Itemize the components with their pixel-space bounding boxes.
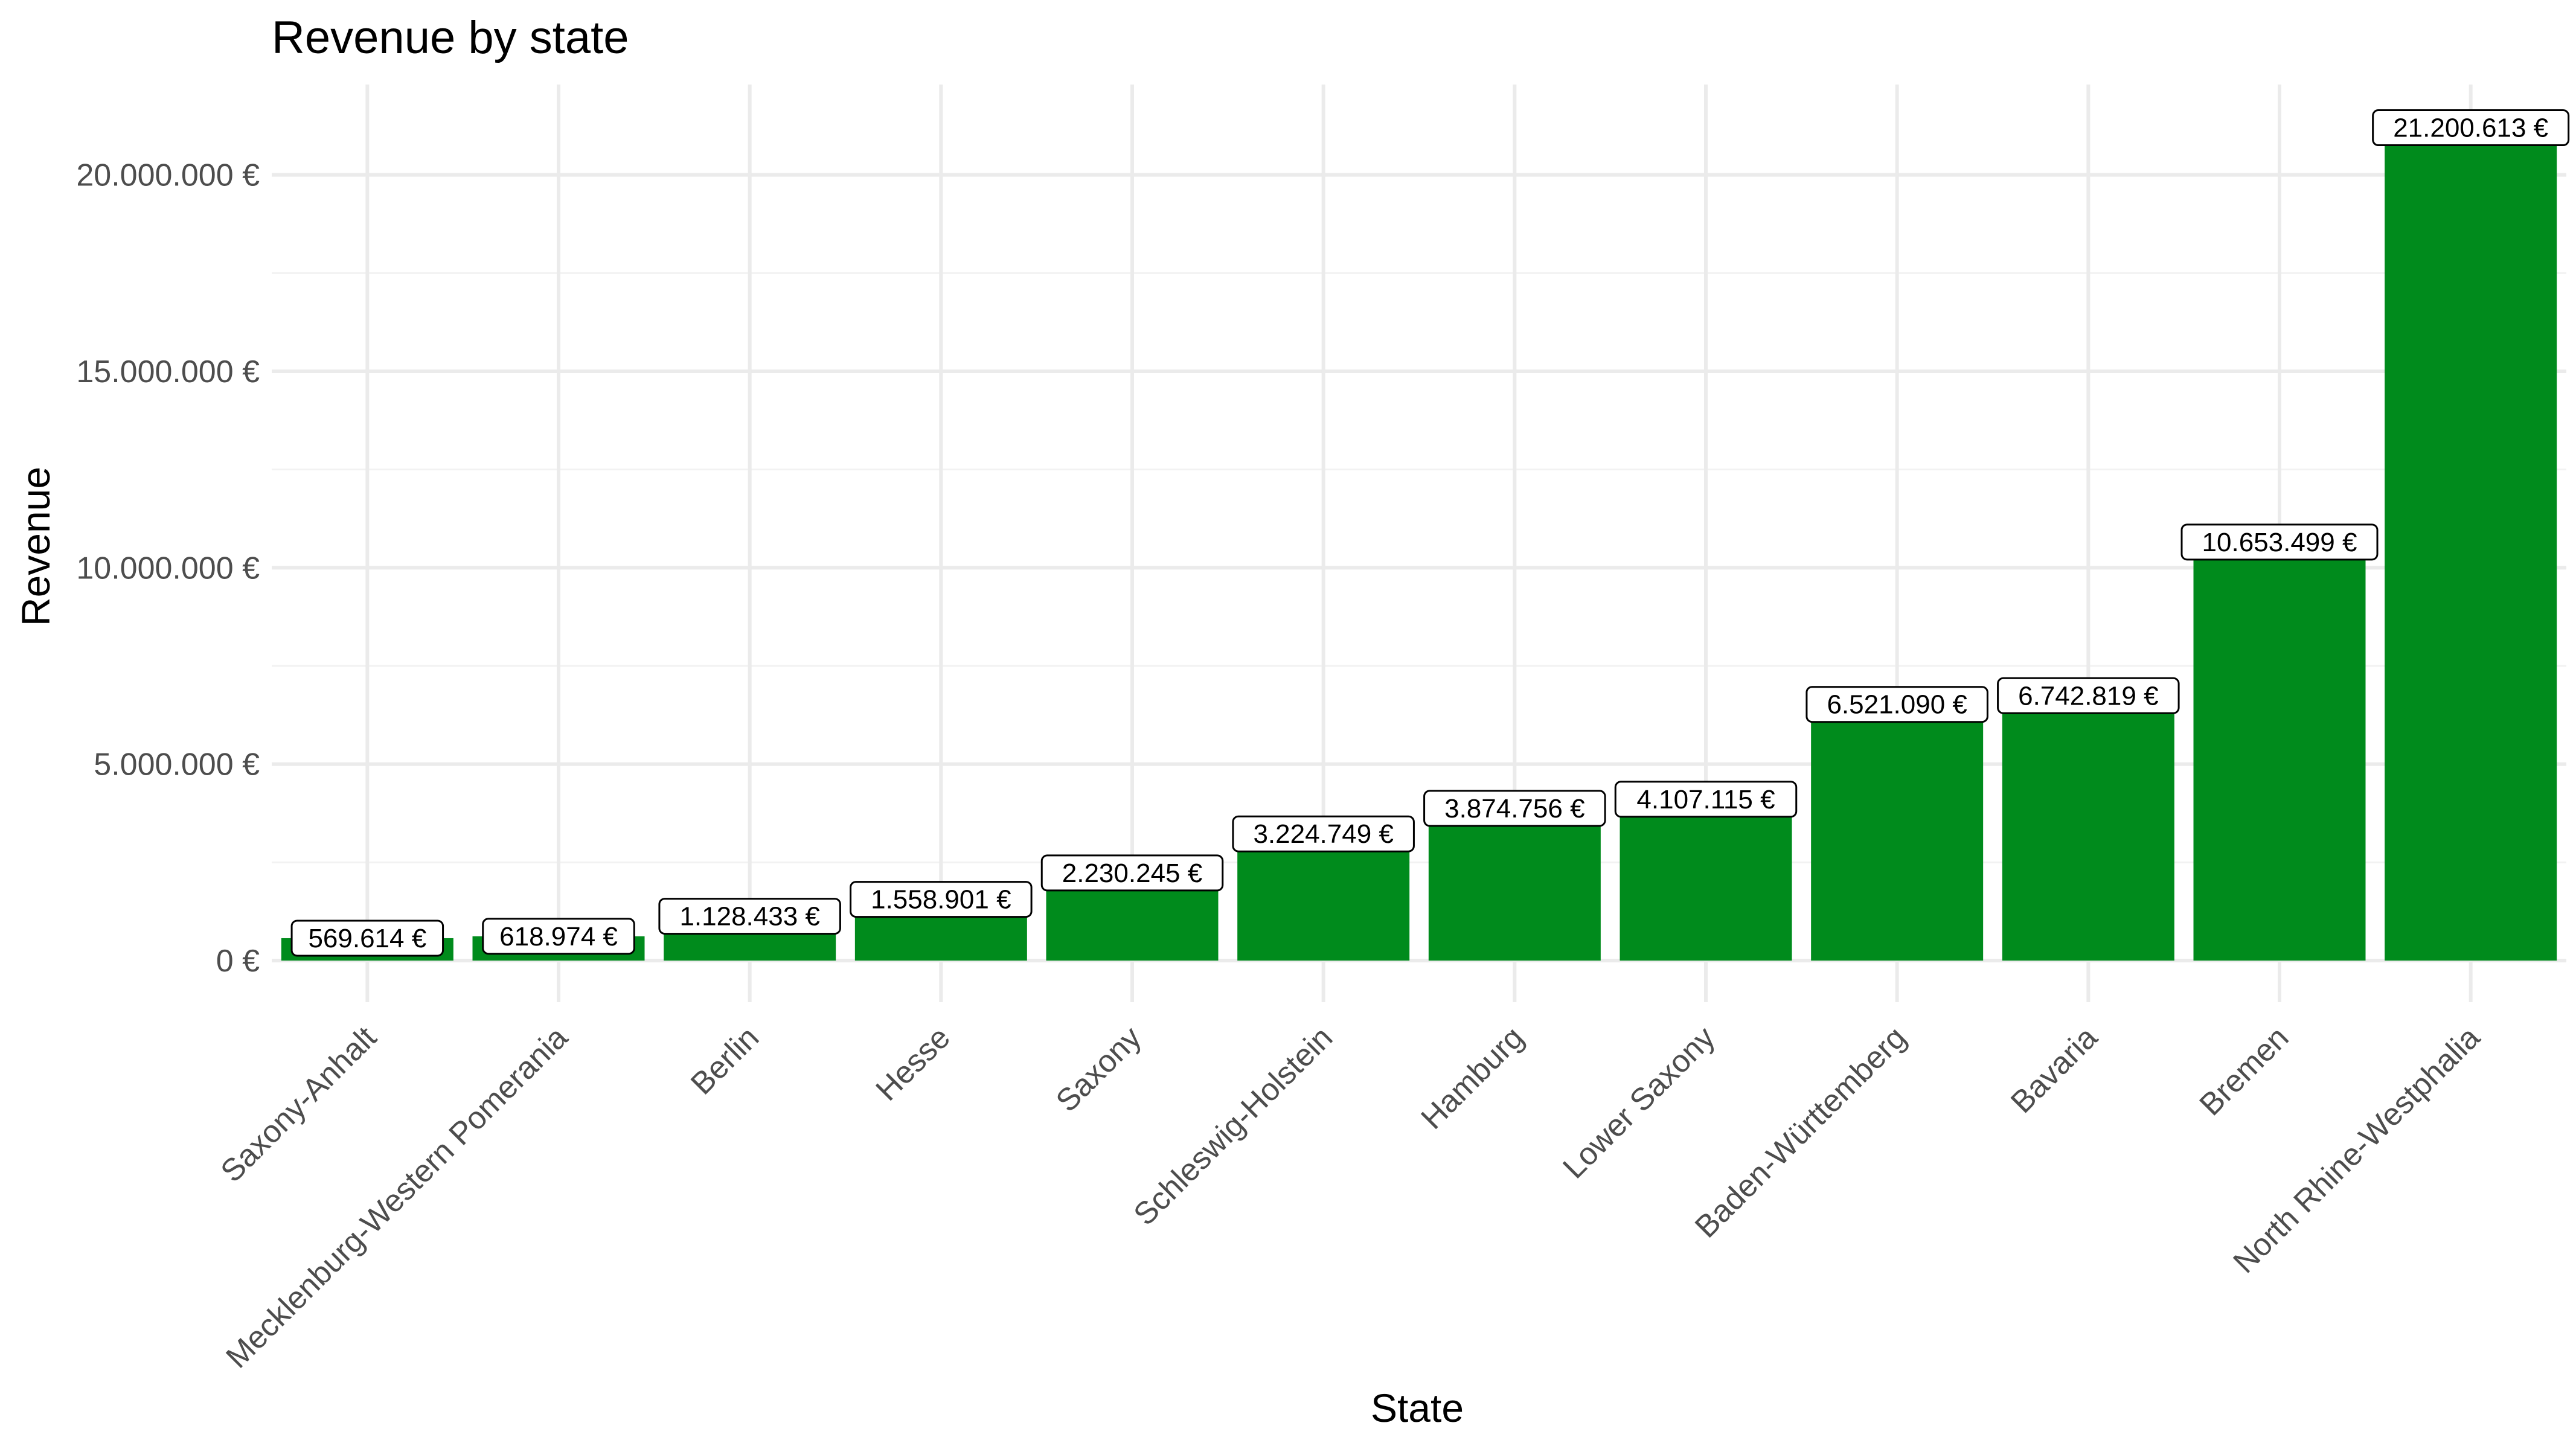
- bar: [1237, 834, 1410, 961]
- data-label: 2.230.245 €: [1040, 854, 1224, 892]
- y-axis-title: Revenue: [13, 467, 58, 626]
- data-label-text: 1.558.901 €: [871, 885, 1011, 915]
- data-label-box: [482, 918, 635, 955]
- data-label: 6.521.090 €: [1805, 686, 1988, 723]
- bars: [281, 127, 2557, 961]
- data-label-text: 6.742.819 €: [2018, 681, 2158, 711]
- data-label-text: 3.224.749 €: [1253, 819, 1393, 849]
- bar: [1811, 704, 1984, 961]
- bar: [1428, 808, 1601, 961]
- data-label-text: 3.874.756 €: [1444, 794, 1584, 824]
- y-tick-label: 5.000.000 €: [94, 747, 260, 782]
- data-label-text: 1.128.433 €: [679, 902, 819, 932]
- bar: [2193, 542, 2366, 961]
- data-label-text: 6.521.090 €: [1827, 690, 1967, 720]
- data-label-box: [1614, 781, 1798, 818]
- data-label-text: 618.974 €: [499, 922, 618, 951]
- y-tick-label: 15.000.000 €: [76, 354, 260, 389]
- data-label: 569.614 €: [290, 919, 444, 957]
- data-label: 6.742.819 €: [1997, 677, 2180, 714]
- data-label: 4.107.115 €: [1614, 781, 1798, 818]
- data-label-text: 4.107.115 €: [1636, 785, 1775, 814]
- data-label-box: [1423, 790, 1606, 827]
- chart-title: Revenue by state: [272, 12, 629, 63]
- data-label-box: [850, 881, 1033, 918]
- data-label-text: 21.200.613 €: [2393, 114, 2548, 143]
- bar: [2385, 127, 2557, 961]
- y-tick-label: 0 €: [216, 944, 260, 979]
- data-label-text: 10.653.499 €: [2202, 528, 2357, 557]
- data-label-box: [1805, 686, 1988, 723]
- data-label-text: 569.614 €: [308, 924, 426, 953]
- data-label-box: [1997, 677, 2180, 714]
- y-tick-label: 10.000.000 €: [76, 551, 260, 586]
- data-label-box: [2180, 523, 2379, 561]
- data-label-box: [1040, 854, 1224, 892]
- data-label: 3.224.749 €: [1232, 815, 1415, 852]
- data-label-text: 2.230.245 €: [1062, 859, 1202, 888]
- data-label: 618.974 €: [482, 918, 635, 955]
- x-axis-title: State: [1371, 1386, 1464, 1430]
- data-label-box: [290, 919, 444, 957]
- y-axis-ticks: 0 € 5.000.000 € 10.000.000 € 15.000.000 € 20…: [76, 158, 260, 979]
- y-tick-label: 20.000.000 €: [76, 158, 260, 193]
- bar: [1620, 799, 1792, 961]
- data-label: 3.874.756 €: [1423, 790, 1606, 827]
- data-label: 1.558.901 €: [850, 881, 1033, 918]
- data-label: 10.653.499 €: [2180, 523, 2379, 561]
- data-label: 1.128.433 €: [658, 898, 841, 935]
- data-label-box: [658, 898, 841, 935]
- bar: [2002, 696, 2174, 961]
- data-label: 21.200.613 €: [2372, 109, 2570, 147]
- data-label-box: [2372, 109, 2570, 147]
- data-label-box: [1232, 815, 1415, 852]
- data-labels: 569.614 € 618.974 € 1.128.433 € 1.558.901 €…: [290, 109, 2570, 957]
